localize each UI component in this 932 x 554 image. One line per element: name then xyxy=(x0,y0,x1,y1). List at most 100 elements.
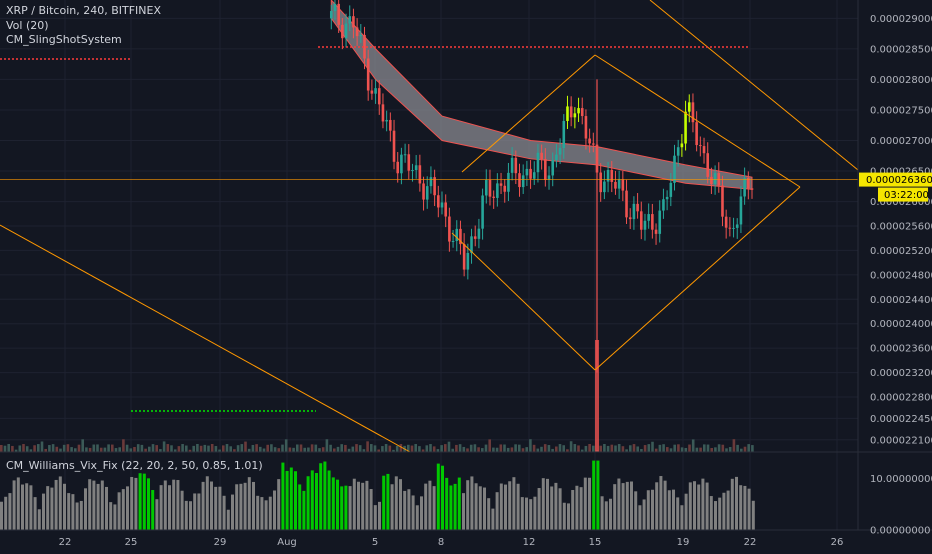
volume-bar xyxy=(743,446,747,452)
candle-body xyxy=(377,88,381,105)
volume-bar xyxy=(162,441,166,452)
candle-body xyxy=(540,152,543,160)
volume-bar xyxy=(303,447,306,452)
volume-bar xyxy=(59,448,62,452)
candle-body xyxy=(665,196,669,200)
volume-bar xyxy=(555,446,558,452)
volume-bar xyxy=(344,444,347,452)
candle-body xyxy=(407,154,411,171)
volume-bar xyxy=(373,445,377,452)
vix-bar xyxy=(495,492,499,530)
volume-bar xyxy=(240,444,244,452)
candle-body xyxy=(411,170,414,172)
volume-bar xyxy=(551,448,554,452)
vix-bar xyxy=(260,497,264,530)
candle-body xyxy=(713,173,717,185)
vix-bar xyxy=(445,477,449,530)
volume-bar xyxy=(333,448,336,452)
volume-bar xyxy=(288,447,292,452)
vix-bar xyxy=(399,479,402,530)
volume-bar xyxy=(151,444,155,452)
candle-body xyxy=(396,161,400,174)
volume-bar xyxy=(469,444,473,452)
vix-bar xyxy=(306,476,310,530)
vix-bar xyxy=(470,476,474,530)
price-tag[interactable] xyxy=(859,172,932,187)
vix-bar xyxy=(520,497,524,530)
vix-bar xyxy=(466,480,470,530)
vix-bar xyxy=(373,505,377,530)
volume-bar xyxy=(214,446,218,452)
vix-bar xyxy=(709,496,713,530)
volume-bar xyxy=(225,444,229,452)
candle-body xyxy=(448,216,451,242)
volume-bar xyxy=(244,441,247,452)
volume-bar xyxy=(329,444,332,452)
volume-bar xyxy=(37,444,40,452)
volume-bar xyxy=(29,449,33,452)
volume-bar xyxy=(640,448,643,452)
vix-bar xyxy=(361,482,365,530)
slingshot-legend[interactable]: CM_SlingShotSystem xyxy=(6,33,122,46)
candle-body xyxy=(735,224,739,228)
candle-body xyxy=(702,146,706,154)
candle-body xyxy=(363,34,366,59)
candle-body xyxy=(374,88,377,94)
candle-body xyxy=(440,202,444,208)
vix-bar xyxy=(604,501,608,530)
volume-bar xyxy=(514,444,517,452)
vix-bar xyxy=(197,493,201,530)
volume-bar xyxy=(521,448,525,452)
vix-bar xyxy=(289,467,293,530)
vix-bar xyxy=(688,482,692,530)
vix-bar xyxy=(130,476,134,530)
vix-bar xyxy=(121,489,125,530)
vix-bar xyxy=(478,486,482,530)
symbol-title[interactable]: XRP / Bitcoin, 240, BITFINEX xyxy=(6,4,162,17)
candle-body xyxy=(721,185,724,217)
candle-body xyxy=(599,172,602,193)
candle-body xyxy=(739,196,743,225)
candle-body xyxy=(455,228,459,241)
vix-bar xyxy=(621,483,625,530)
countdown-text: 03:22:00 xyxy=(884,190,929,201)
candle-body xyxy=(684,111,687,144)
volume-bar xyxy=(210,444,214,452)
volume-bar xyxy=(351,446,355,452)
candle-body xyxy=(425,186,429,200)
vix-fix-legend[interactable]: CM_Williams_Vix_Fix (22, 20, 2, 50, 0.85… xyxy=(6,459,263,472)
vix-bar xyxy=(617,478,621,530)
volume-legend[interactable]: Vol (20) xyxy=(6,19,49,32)
price-tick-label: 0.000028000 xyxy=(870,75,932,86)
volume-bar xyxy=(118,447,121,452)
volume-bar xyxy=(99,447,103,452)
volume-bar xyxy=(699,447,702,452)
candle-body xyxy=(584,116,588,139)
price-tick-label: 0.000024000 xyxy=(870,319,932,330)
price-tick-label: 0.000027000 xyxy=(870,136,932,147)
volume-bar xyxy=(436,449,440,452)
vix-bar xyxy=(50,487,54,530)
volume-bar xyxy=(466,448,469,452)
vix-bar xyxy=(8,493,12,530)
vix-bar xyxy=(21,484,24,530)
price-tick-label: 0.000022800 xyxy=(870,393,932,404)
volume-bar xyxy=(477,447,480,452)
volume-bar xyxy=(506,447,510,452)
vix-bar xyxy=(252,481,255,530)
vix-bar xyxy=(247,477,251,530)
volume-bar xyxy=(688,444,691,452)
vix-bar xyxy=(390,484,394,530)
candle-body xyxy=(470,236,473,253)
vix-bar xyxy=(751,500,755,530)
price-tick-label: 0.000022100 xyxy=(870,435,932,446)
candle-body xyxy=(706,153,710,177)
volume-bar xyxy=(92,444,96,452)
volume-bar xyxy=(547,445,551,452)
vix-bar xyxy=(25,483,29,530)
volume-bar xyxy=(140,444,144,452)
volume-bar xyxy=(621,446,625,452)
